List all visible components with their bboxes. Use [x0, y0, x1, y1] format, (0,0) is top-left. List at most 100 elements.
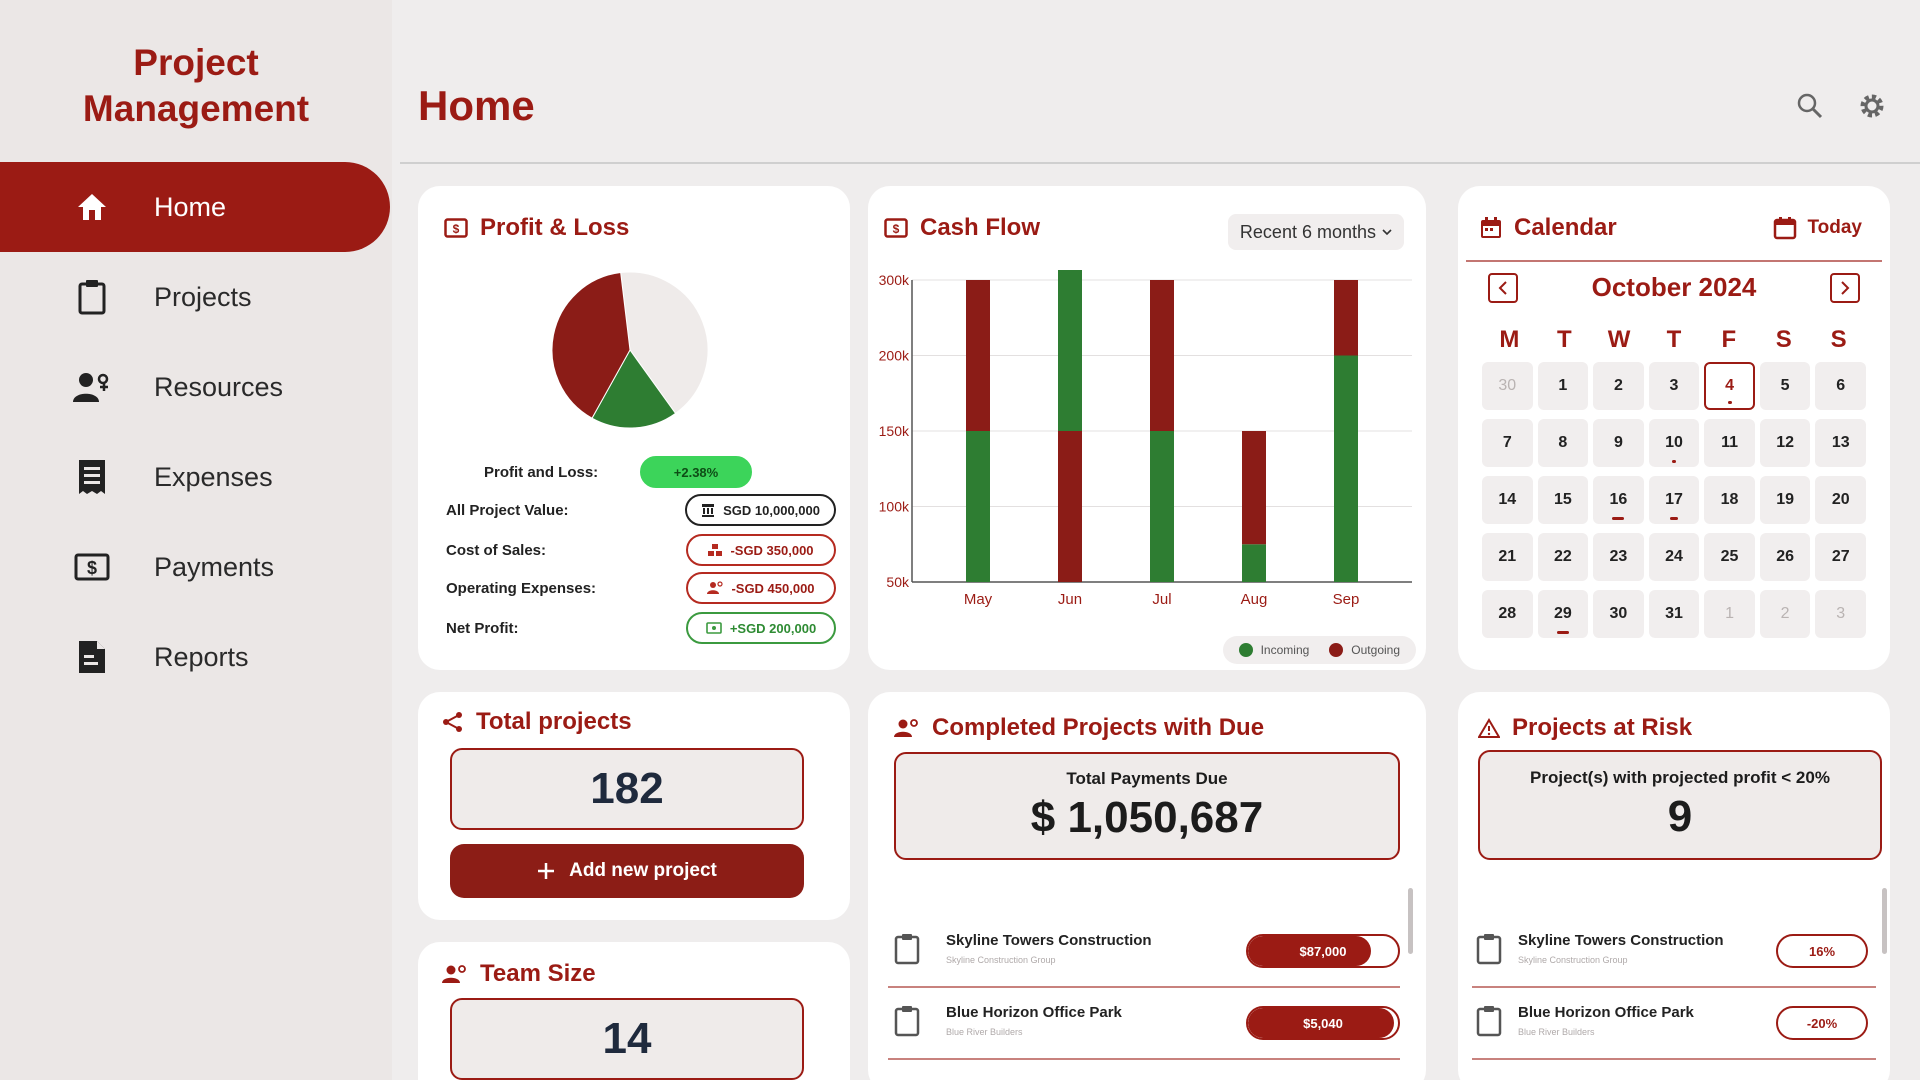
total-projects-box: 182: [450, 748, 804, 830]
due-amount-pill: $5,040: [1246, 1006, 1400, 1040]
list-item[interactable]: Skyline Towers Construction Skyline Cons…: [1476, 932, 1776, 965]
calendar-day[interactable]: 21: [1482, 533, 1533, 581]
sidebar-item-resources[interactable]: Resources: [0, 342, 392, 432]
next-month-button[interactable]: [1830, 272, 1860, 303]
chevron-right-icon: [1841, 280, 1850, 295]
brand-line-1: Project: [133, 42, 259, 83]
calendar-day-number: 29: [1553, 605, 1572, 622]
list-item[interactable]: Skyline Towers Construction Skyline Cons…: [894, 932, 1274, 965]
calendar-day-number: 11: [1721, 434, 1739, 451]
calendar-day[interactable]: 7: [1482, 419, 1533, 467]
calendar-day[interactable]: 26: [1759, 533, 1811, 581]
bar-incoming: [1242, 544, 1266, 582]
calendar-day[interactable]: 10: [1648, 419, 1700, 467]
calendar-day[interactable]: 8: [1537, 419, 1589, 467]
calendar-day[interactable]: 1: [1704, 590, 1755, 638]
warning-icon: [1478, 718, 1500, 738]
calendar-day[interactable]: 16: [1593, 476, 1644, 524]
calendar-day[interactable]: 12: [1759, 419, 1811, 467]
y-tick-label: 300k: [879, 272, 910, 288]
event-marker: [1612, 517, 1625, 520]
weekday-label: S: [1830, 326, 1847, 353]
calendar-day[interactable]: 1: [1537, 362, 1589, 410]
range-select[interactable]: Recent 6 months: [1227, 214, 1404, 250]
brand-line-2: Management: [82, 88, 310, 129]
gear-icon[interactable]: [1858, 92, 1886, 125]
bar-incoming: [1058, 270, 1082, 431]
sidebar-nav: Home Projects Resources Expenses $ Payme…: [0, 162, 392, 702]
calendar-day[interactable]: 6: [1815, 362, 1866, 410]
month-nav: October 2024: [1488, 272, 1860, 303]
calendar-day[interactable]: 19: [1759, 476, 1811, 524]
calendar-day-number: 12: [1776, 434, 1795, 451]
calendar-day[interactable]: 30: [1482, 362, 1533, 410]
calendar-day[interactable]: 24: [1648, 533, 1700, 581]
dollar-icon: $: [884, 218, 908, 238]
calendar-day-selected[interactable]: 4: [1704, 362, 1755, 410]
pie-slice-green: [591, 349, 677, 429]
sidebar-item-projects[interactable]: Projects: [0, 252, 392, 342]
payments-due-label: Total Payments Due: [1066, 769, 1228, 788]
project-name: Blue Horizon Office Park: [1518, 1004, 1694, 1021]
calendar-day[interactable]: 20: [1815, 476, 1866, 524]
row-divider: [1472, 1058, 1876, 1060]
calendar-day[interactable]: 3: [1815, 590, 1866, 638]
x-tick-label: Sep: [1333, 591, 1360, 608]
pl-value: -SGD 450,000: [731, 580, 815, 596]
calendar-day-number: 25: [1720, 548, 1739, 565]
calendar-day[interactable]: 25: [1704, 533, 1755, 581]
calendar-day[interactable]: 3: [1648, 362, 1700, 410]
clipboard-icon: [1476, 1005, 1502, 1036]
calendar-day[interactable]: 13: [1815, 419, 1866, 467]
calendar-day[interactable]: 23: [1593, 533, 1644, 581]
calendar-day[interactable]: 18: [1704, 476, 1755, 524]
calendar-day[interactable]: 11: [1704, 419, 1755, 467]
header-actions: [1796, 92, 1886, 125]
y-tick-label: 200k: [879, 348, 910, 364]
calendar-day[interactable]: 22: [1537, 533, 1589, 581]
calendar-day[interactable]: 28: [1482, 590, 1533, 638]
calendar-day-number: 23: [1609, 548, 1628, 565]
calendar-day-number: 1: [1725, 605, 1735, 622]
prev-month-button[interactable]: [1488, 272, 1518, 303]
calendar-day[interactable]: 2: [1593, 362, 1644, 410]
calendar-icon: [1774, 217, 1797, 240]
calendar-day[interactable]: 14: [1482, 476, 1533, 524]
event-marker: [1671, 460, 1676, 463]
scrollbar[interactable]: [1882, 888, 1887, 954]
calendar-day[interactable]: 17: [1648, 476, 1700, 524]
calendar-day[interactable]: 9: [1593, 419, 1644, 467]
team-size-title: Team Size: [442, 960, 596, 988]
bar-outgoing: [1150, 280, 1174, 431]
calendar-icon: [1481, 217, 1501, 238]
y-tick-label: 50k: [886, 574, 910, 590]
people-icon: [894, 719, 918, 737]
projects-at-risk-card: Projects at Risk Project(s) with project…: [1458, 692, 1890, 1080]
calendar-day[interactable]: 2: [1759, 590, 1811, 638]
calendar-day[interactable]: 31: [1648, 590, 1700, 638]
today-button[interactable]: Today: [1773, 216, 1862, 240]
legend-outgoing: Outgoing: [1329, 643, 1400, 658]
calendar-day[interactable]: 5: [1759, 362, 1811, 410]
legend-incoming-label: Incoming: [1260, 642, 1310, 657]
pl-row-operating-expenses: Operating Expenses: -SGD 450,000: [446, 572, 836, 604]
list-item[interactable]: Blue Horizon Office Park Blue River Buil…: [1476, 1004, 1776, 1037]
sidebar-item-home[interactable]: Home: [0, 162, 390, 252]
search-icon[interactable]: [1796, 92, 1824, 125]
list-item[interactable]: Blue Horizon Office Park Blue River Buil…: [894, 1004, 1274, 1037]
weekday-label: S: [1775, 326, 1792, 353]
project-name: Skyline Towers Construction: [946, 932, 1152, 949]
sidebar-item-expenses[interactable]: Expenses: [0, 432, 392, 522]
sidebar-item-payments[interactable]: $ Payments: [0, 522, 392, 612]
risk-summary-value: 9: [1667, 792, 1693, 841]
sidebar-item-reports[interactable]: Reports: [0, 612, 392, 702]
calendar-day[interactable]: 30: [1593, 590, 1644, 638]
calendar-day[interactable]: 15: [1537, 476, 1589, 524]
calendar-day-number: 28: [1498, 605, 1517, 622]
calendar-day[interactable]: 29: [1537, 590, 1589, 638]
calendar-day[interactable]: 27: [1815, 533, 1866, 581]
add-project-button[interactable]: Add new project: [450, 844, 804, 898]
scrollbar[interactable]: [1408, 888, 1413, 954]
clipboard-icon: [894, 1005, 920, 1036]
add-project-label: Add new project: [569, 860, 717, 881]
